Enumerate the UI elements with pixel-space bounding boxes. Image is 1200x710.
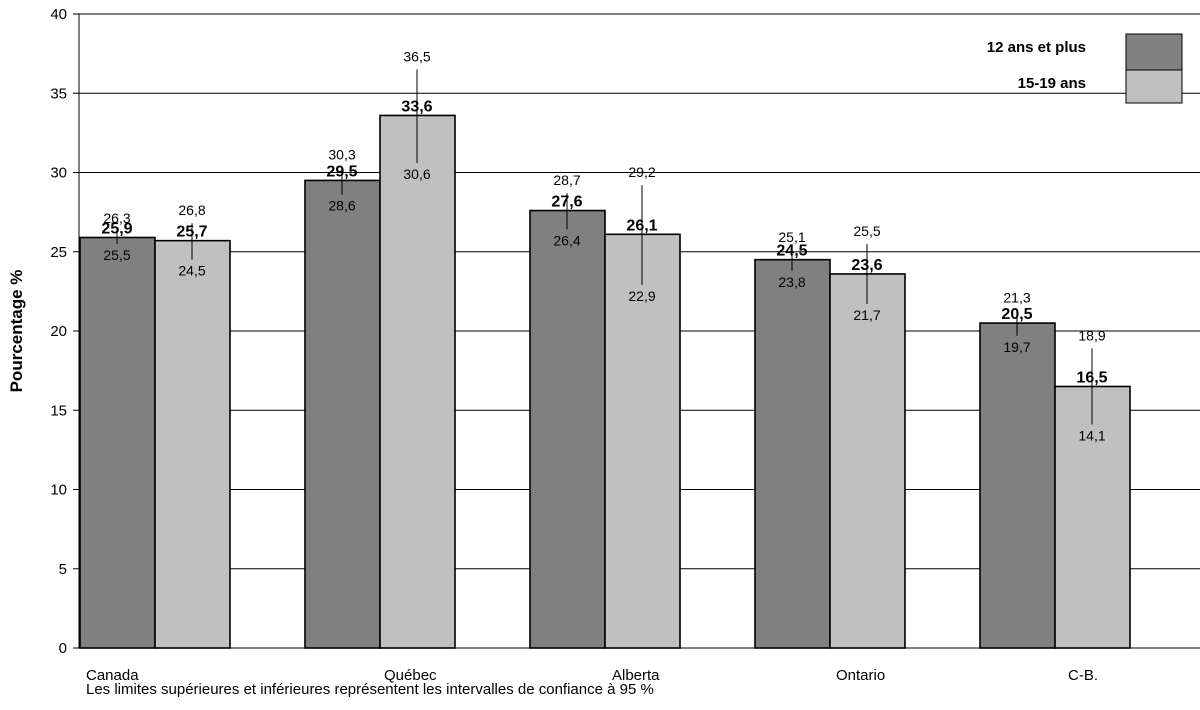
bar: [829, 273, 906, 649]
x-tick-label: Ontario: [836, 667, 885, 684]
y-axis-label: Pourcentage %: [7, 270, 26, 393]
bar: [379, 114, 456, 649]
data-label-value: 25,9: [101, 220, 132, 237]
data-label-lower: 30,6: [403, 166, 430, 182]
data-label-lower: 19,7: [1003, 339, 1030, 355]
y-tick-label: 20: [50, 323, 67, 340]
data-label-lower: 23,8: [778, 274, 805, 290]
bar: [1054, 385, 1131, 649]
data-label-value: 25,7: [176, 224, 207, 241]
y-tick-label: 40: [50, 6, 67, 23]
y-tick-label: 15: [50, 402, 67, 419]
data-label-upper: 26,8: [178, 202, 205, 218]
bar: [529, 209, 606, 649]
data-label-upper: 28,7: [553, 172, 580, 188]
y-tick-label: 25: [50, 244, 67, 261]
data-label-lower: 26,4: [553, 233, 580, 249]
x-tick-label: Alberta: [612, 667, 660, 684]
data-label-value: 20,5: [1001, 306, 1032, 323]
bar: [304, 179, 381, 649]
data-label-upper: 30,3: [328, 147, 355, 163]
data-label-lower: 14,1: [1078, 428, 1105, 444]
x-tick-labels: Canada Québec Alberta Ontario C-B.: [86, 667, 1098, 684]
y-tick-label: 5: [59, 561, 67, 578]
bars: [79, 69, 1131, 649]
bar: [979, 322, 1056, 649]
x-tick-label: Canada: [86, 667, 139, 684]
legend-label: 15-19 ans: [1018, 75, 1086, 92]
bar: [154, 239, 231, 649]
data-label-lower: 21,7: [853, 307, 880, 323]
data-label-value: 33,6: [401, 98, 432, 115]
data-label-upper: 18,9: [1078, 327, 1105, 343]
data-label-upper: 21,3: [1003, 289, 1030, 305]
data-label-upper: 26,3: [103, 210, 130, 226]
y-tick-label: 10: [50, 482, 67, 499]
data-label-value: 29,5: [326, 163, 357, 180]
y-tick-label: 0: [59, 640, 67, 657]
data-label-value: 26,1: [626, 217, 657, 234]
axes: [73, 13, 1200, 649]
data-label-upper: 29,2: [628, 164, 655, 180]
legend-label: 12 ans et plus: [987, 39, 1086, 56]
data-labels: 25,926,3 25,5 25,7 26,8 24,5 29,530,3 28,6 33,6…: [101, 48, 1107, 443]
bar: [79, 236, 156, 649]
legend-swatch: [1125, 33, 1183, 72]
legend-swatch: [1125, 69, 1183, 104]
x-tick-label: Québec: [384, 667, 437, 684]
y-tick-label: 35: [50, 85, 67, 102]
bar: [754, 258, 831, 649]
data-label-lower: 25,5: [103, 247, 130, 263]
data-label-upper: 25,1: [778, 229, 805, 245]
y-tick-labels: 0 5 10 15 20 25 30 35 40: [50, 6, 67, 657]
footnote: Les limites supérieures et inférieures r…: [86, 681, 654, 698]
data-label-lower: 22,9: [628, 288, 655, 304]
data-label-value: 24,5: [776, 243, 807, 260]
y-tick-label: 30: [50, 165, 67, 182]
data-label-lower: 28,6: [328, 198, 355, 214]
data-label-value: 16,5: [1076, 369, 1107, 386]
x-tick-label: C-B.: [1068, 667, 1098, 684]
data-label-lower: 24,5: [178, 263, 205, 279]
data-label-value: 27,6: [551, 194, 582, 211]
legend: 12 ans et plus 15-19 ans: [987, 33, 1183, 104]
data-label-upper: 25,5: [853, 223, 880, 239]
data-label-upper: 36,5: [403, 48, 430, 64]
data-label-value: 23,6: [851, 257, 882, 274]
